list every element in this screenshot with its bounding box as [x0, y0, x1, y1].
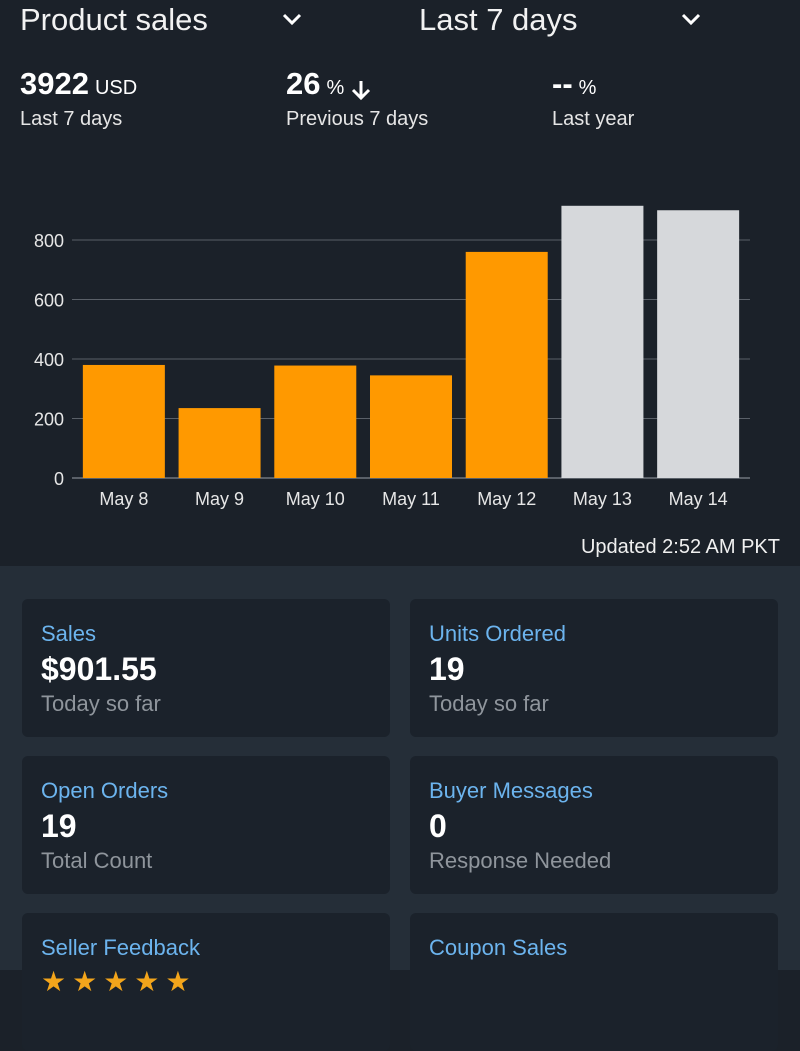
x-tick-label: May 9: [195, 489, 244, 509]
stat-unit: USD: [94, 77, 138, 99]
sales-summary-panel: Product sales Last 7 days 3922 USD Last 7…: [20, 2, 780, 558]
y-tick-label: 800: [34, 231, 64, 251]
period-dropdown-label: Last 7 days: [419, 2, 578, 37]
stat-label: Last 7 days: [20, 108, 123, 130]
stat-unit: %: [326, 77, 345, 99]
arrow-down-icon: [351, 80, 370, 100]
card-value: $901.55: [41, 651, 157, 687]
card-title: Buyer Messages: [429, 778, 593, 803]
sales-bar-chart: 0 200 400 600 800 May 8 May 9 May 10 May 11 May 1…: [34, 205, 750, 509]
sales-card[interactable]: Sales $901.55 Today so far: [22, 599, 390, 737]
card-title: Seller Feedback: [41, 935, 200, 960]
updated-timestamp: Updated 2:52 AM PKT: [580, 536, 780, 558]
card-subtitle: Total Count: [41, 848, 153, 873]
stat-previous-period: 26% Previous 7 days: [286, 66, 428, 131]
bar-may-8: [82, 364, 165, 478]
card-value: 19: [41, 808, 77, 844]
card-subtitle: Response Needed: [429, 848, 612, 873]
card-value: 0: [429, 808, 447, 844]
stat-label: Previous 7 days: [286, 108, 429, 130]
x-tick-label: May 10: [286, 489, 345, 509]
bar-may-12: [465, 251, 548, 478]
bar-may-11: [370, 375, 452, 478]
y-tick-label: 0: [54, 469, 64, 489]
period-dropdown[interactable]: Last 7 days: [419, 2, 578, 38]
y-tick-label: 200: [34, 410, 64, 430]
y-tick-label: 400: [34, 350, 64, 370]
bar-may-14: [657, 210, 740, 478]
stat-value: 3922: [20, 66, 89, 101]
stat-value: --: [552, 66, 573, 101]
card-title: Sales: [41, 621, 97, 646]
card-value: 19: [429, 651, 465, 687]
chevron-down-icon[interactable]: [680, 12, 702, 26]
metric-dropdown-label: Product sales: [20, 2, 208, 37]
stat-label: Last year: [552, 108, 635, 130]
stat-unit: %: [578, 77, 597, 99]
bar-may-10: [274, 365, 357, 478]
card-subtitle: Today so far: [41, 691, 161, 716]
dashboard-cards-area: Sales $901.55 Today so far Units Ordered…: [0, 566, 800, 1051]
bar-may-9: [178, 408, 261, 478]
x-tick-label: May 14: [669, 489, 728, 509]
coupon-sales-card[interactable]: Coupon Sales: [410, 913, 778, 1051]
metric-dropdown[interactable]: Product sales: [20, 2, 208, 38]
card-title: Units Ordered: [429, 621, 566, 646]
x-tick-label: May 11: [382, 489, 440, 509]
chevron-down-icon[interactable]: [281, 12, 303, 26]
card-subtitle: Today so far: [429, 691, 549, 716]
x-tick-label: May 8: [99, 489, 148, 509]
x-tick-label: May 12: [477, 489, 536, 509]
units-ordered-card[interactable]: Units Ordered 19 Today so far: [410, 599, 778, 737]
seller-feedback-card[interactable]: Seller Feedback ★★★★★: [22, 913, 390, 1051]
buyer-messages-card[interactable]: Buyer Messages 0 Response Needed: [410, 756, 778, 894]
stat-value: 26: [286, 66, 321, 101]
card-title: Coupon Sales: [429, 935, 568, 960]
stat-last-year: --% Last year: [552, 66, 634, 131]
open-orders-card[interactable]: Open Orders 19 Total Count: [22, 756, 390, 894]
stat-current-period: 3922 USD Last 7 days: [20, 66, 137, 131]
y-tick-label: 600: [34, 291, 64, 311]
x-tick-label: May 13: [573, 489, 632, 509]
bar-may-13: [561, 205, 644, 478]
card-title: Open Orders: [41, 778, 169, 803]
